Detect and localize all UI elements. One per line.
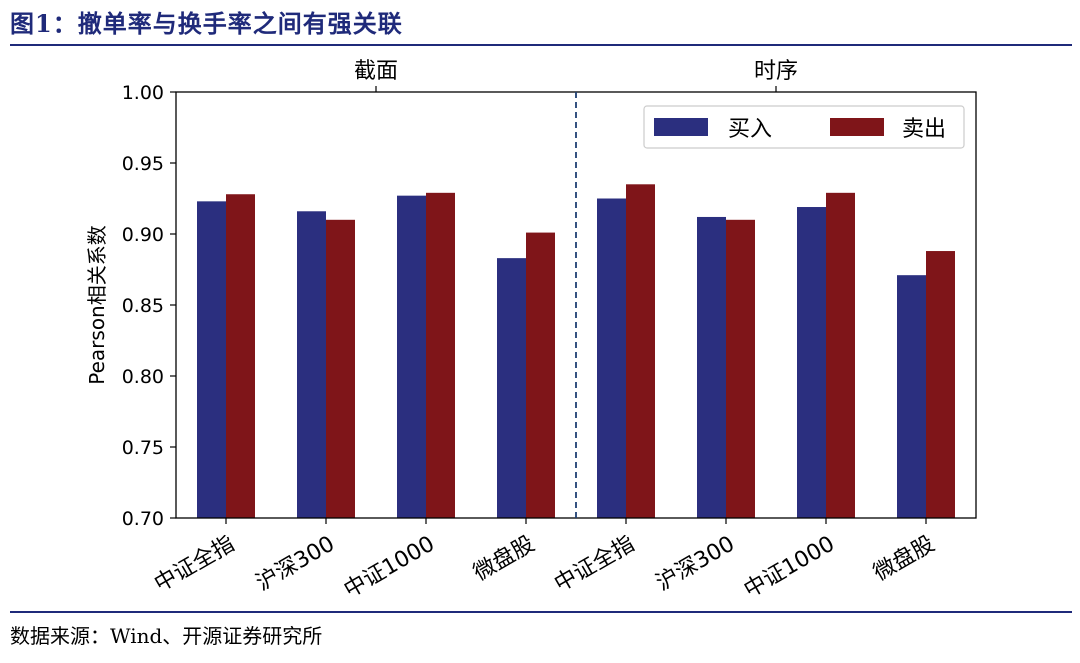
x-category-label-1: 中证全指 bbox=[150, 532, 239, 598]
top-rule bbox=[10, 44, 1072, 46]
x-category-label-4: 微盘股 bbox=[469, 532, 539, 587]
bar-buy-8 bbox=[897, 275, 926, 518]
y-tick-label-6: 0.95 bbox=[122, 153, 164, 175]
x-categories-group: 中证全指 沪深300 中证1000 微盘股 中证全指 沪深300 中证1000 微盘股 bbox=[150, 518, 939, 603]
bar-buy-6 bbox=[697, 216, 726, 518]
legend-label-buy: 买入 bbox=[728, 117, 772, 142]
y-tick-label-2: 0.75 bbox=[122, 437, 164, 459]
bar-sell-3 bbox=[426, 192, 455, 518]
y-tick-label-1: 0.70 bbox=[122, 508, 164, 530]
legend-swatch-buy bbox=[654, 118, 708, 136]
bars-group bbox=[197, 184, 955, 519]
bar-sell-1 bbox=[226, 194, 255, 519]
bar-buy-5 bbox=[597, 198, 626, 518]
panel-label-time-series: 时序 bbox=[754, 59, 798, 84]
bar-sell-8 bbox=[926, 251, 955, 519]
bottom-rule bbox=[10, 611, 1072, 613]
y-ticks-group: 0.70 0.75 0.80 0.85 0.90 0.95 1.00 bbox=[122, 82, 176, 530]
axes-group bbox=[175, 86, 977, 519]
y-axis-label: Pearson相关系数 bbox=[85, 225, 109, 384]
bar-buy-7 bbox=[797, 207, 826, 518]
bar-sell-6 bbox=[726, 219, 755, 519]
source-note: 数据来源：Wind、开源证券研究所 bbox=[10, 624, 323, 648]
legend-label-sell: 卖出 bbox=[902, 117, 946, 142]
x-category-label-7: 中证1000 bbox=[740, 532, 839, 604]
bar-sell-2 bbox=[326, 219, 355, 519]
bar-sell-5 bbox=[626, 184, 655, 519]
y-tick-label-5: 0.90 bbox=[122, 224, 164, 246]
bar-buy-1 bbox=[197, 201, 226, 518]
y-tick-label-4: 0.85 bbox=[122, 295, 164, 317]
legend-box bbox=[643, 105, 965, 149]
x-category-label-5: 中证全指 bbox=[550, 532, 639, 598]
bar-buy-3 bbox=[397, 195, 426, 518]
x-category-label-3: 中证1000 bbox=[340, 532, 439, 604]
y-tick-label-7: 1.00 bbox=[122, 82, 164, 104]
legend: 买入 卖出 bbox=[643, 105, 965, 149]
x-category-label-2: 沪深300 bbox=[252, 532, 339, 597]
bar-buy-4 bbox=[497, 258, 526, 518]
bar-sell-4 bbox=[526, 232, 555, 518]
bar-sell-7 bbox=[826, 192, 855, 518]
bar-buy-2 bbox=[297, 211, 326, 518]
x-category-label-6: 沪深300 bbox=[652, 532, 739, 597]
legend-swatch-sell bbox=[830, 118, 884, 136]
x-category-label-8: 微盘股 bbox=[869, 532, 939, 587]
y-tick-label-3: 0.80 bbox=[122, 366, 164, 388]
panel-label-cross-section: 截面 bbox=[354, 59, 398, 84]
figure-title: 图1：撤单率与换手率之间有强关联 bbox=[10, 9, 403, 38]
